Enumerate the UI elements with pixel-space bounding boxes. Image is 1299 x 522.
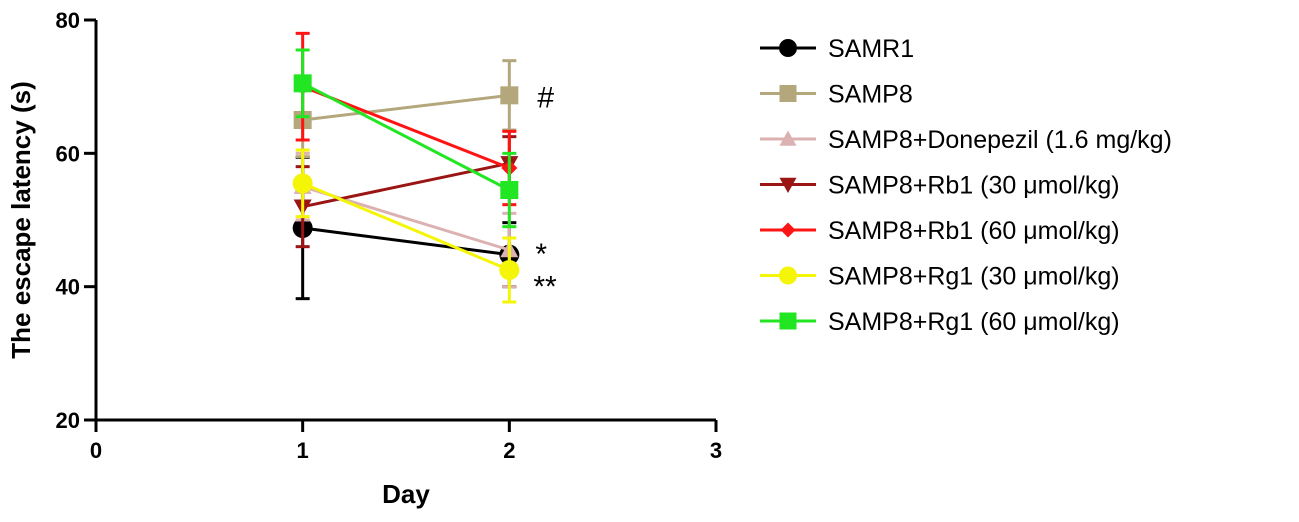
series-3 — [293, 151, 519, 289]
series-5 — [294, 31, 518, 207]
significance-annotation: # — [537, 81, 554, 114]
legend-marker — [779, 85, 797, 102]
y-tick-label: 80 — [56, 8, 80, 33]
legend-marker — [779, 312, 797, 330]
significance-annotation: * — [535, 238, 547, 271]
x-tick-label: 2 — [503, 438, 515, 463]
legend-marker — [780, 222, 796, 238]
series-line — [302, 93, 510, 122]
legend-label: SAMP8+Rb1 (30 μmol/kg) — [828, 172, 1120, 200]
data-point — [500, 86, 519, 105]
series-7 — [293, 48, 519, 229]
series-6 — [292, 148, 520, 304]
legend-entry: SAMP8 — [760, 81, 913, 109]
legend-marker — [779, 266, 797, 285]
axes — [94, 20, 716, 422]
x-tick-label: 0 — [90, 438, 102, 463]
series-2 — [293, 59, 519, 159]
series-line — [302, 161, 510, 209]
legend-label: SAMP8+Donepezil (1.6 mg/kg) — [828, 126, 1172, 154]
data-point — [292, 173, 313, 194]
y-tick-label: 60 — [56, 141, 80, 166]
legend-marker — [779, 39, 797, 57]
legend-entry: SAMP8+Rb1 (30 μmol/kg) — [760, 172, 1120, 200]
legend-label: SAMP8+Rg1 (60 μmol/kg) — [828, 308, 1120, 336]
legend: SAMR1 SAMP8 SAMP8+Donepezil (1.6 mg/kg) SAM… — [760, 35, 1172, 336]
legend-label: SAMP8+Rb1 (60 μmol/kg) — [828, 217, 1120, 245]
legend-entry: SAMP8+Rg1 (30 μmol/kg) — [760, 263, 1120, 291]
x-tick-label: 3 — [710, 438, 722, 463]
legend-label: SAMR1 — [828, 35, 914, 63]
legend-entry: SAMR1 — [760, 35, 914, 63]
annotations: # *** — [533, 81, 557, 303]
y-tick-label: 20 — [56, 408, 80, 433]
x-axis-title: Day — [382, 479, 430, 509]
significance-annotation: ** — [533, 271, 557, 304]
legend-entry: SAMP8+Donepezil (1.6 mg/kg) — [760, 126, 1172, 154]
y-axis-title: The escape latency (s) — [6, 81, 36, 358]
legend-label: SAMP8+Rg1 (30 μmol/kg) — [828, 263, 1120, 291]
data-point — [293, 74, 312, 93]
series-line — [302, 226, 510, 257]
legend-entry: SAMP8+Rg1 (60 μmol/kg) — [760, 308, 1120, 336]
data-point — [500, 181, 519, 199]
series-layer — [292, 31, 520, 304]
data-point — [499, 260, 520, 280]
y-tick-label: 40 — [56, 275, 80, 300]
x-tick-label: 1 — [297, 438, 309, 463]
series-line — [301, 82, 511, 192]
ticks: 0 1 2 3 20 40 60 80 — [56, 8, 723, 463]
legend-entry: SAMP8+Rb1 (60 μmol/kg) — [760, 217, 1120, 245]
legend-marker — [779, 130, 797, 146]
legend-marker — [779, 177, 797, 193]
legend-label: SAMP8 — [828, 81, 913, 109]
series-line — [302, 181, 510, 272]
